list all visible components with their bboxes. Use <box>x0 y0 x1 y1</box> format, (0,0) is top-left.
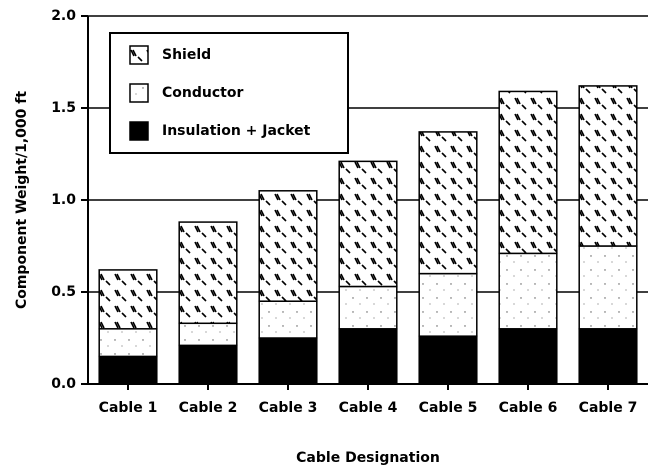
y-tick-label: 2.0 <box>51 8 76 24</box>
y-axis-label: Component Weight/1,000 ft <box>14 91 30 309</box>
bar-segment <box>418 272 478 337</box>
bar-segment <box>178 221 238 325</box>
bar-segment <box>258 337 318 385</box>
bar-segment <box>578 85 638 247</box>
bar-segment <box>338 285 398 330</box>
bar-segment <box>258 300 318 339</box>
bar-segment <box>578 245 638 330</box>
bar-segment <box>338 160 398 288</box>
bar-segment <box>178 322 238 347</box>
x-tick-label: Cable 3 <box>259 400 318 416</box>
x-tick-label: Cable 2 <box>179 400 238 416</box>
y-tick-label: 0.0 <box>51 376 76 392</box>
bar-segment <box>98 328 158 358</box>
x-tick-label: Cable 4 <box>339 400 398 416</box>
legend-label: Insulation + Jacket <box>162 123 311 139</box>
bar-segment <box>498 90 558 255</box>
bar-segment <box>338 328 398 385</box>
x-axis-label: Cable Designation <box>296 450 440 466</box>
legend-box <box>109 32 349 154</box>
y-tick-label: 1.0 <box>51 192 76 208</box>
bar-segment <box>178 344 238 385</box>
x-tick-label: Cable 6 <box>499 400 558 416</box>
legend-swatch <box>129 45 149 65</box>
bar-segment <box>418 335 478 385</box>
bar-segment <box>418 131 478 275</box>
bar-segment <box>98 355 158 385</box>
y-tick-label: 0.5 <box>51 284 76 300</box>
y-tick-label: 1.5 <box>51 100 76 116</box>
x-tick-label: Cable 5 <box>419 400 478 416</box>
legend-label: Shield <box>162 47 211 63</box>
bar-segment <box>498 328 558 385</box>
bar-segment <box>258 190 318 302</box>
x-tick-label: Cable 7 <box>579 400 638 416</box>
bar-segment <box>98 269 158 330</box>
legend-swatch <box>129 83 149 103</box>
bar-segment <box>578 328 638 385</box>
legend-label: Conductor <box>162 85 243 101</box>
bar-segment <box>498 252 558 330</box>
legend-swatch <box>129 121 149 141</box>
x-tick-label: Cable 1 <box>99 400 158 416</box>
